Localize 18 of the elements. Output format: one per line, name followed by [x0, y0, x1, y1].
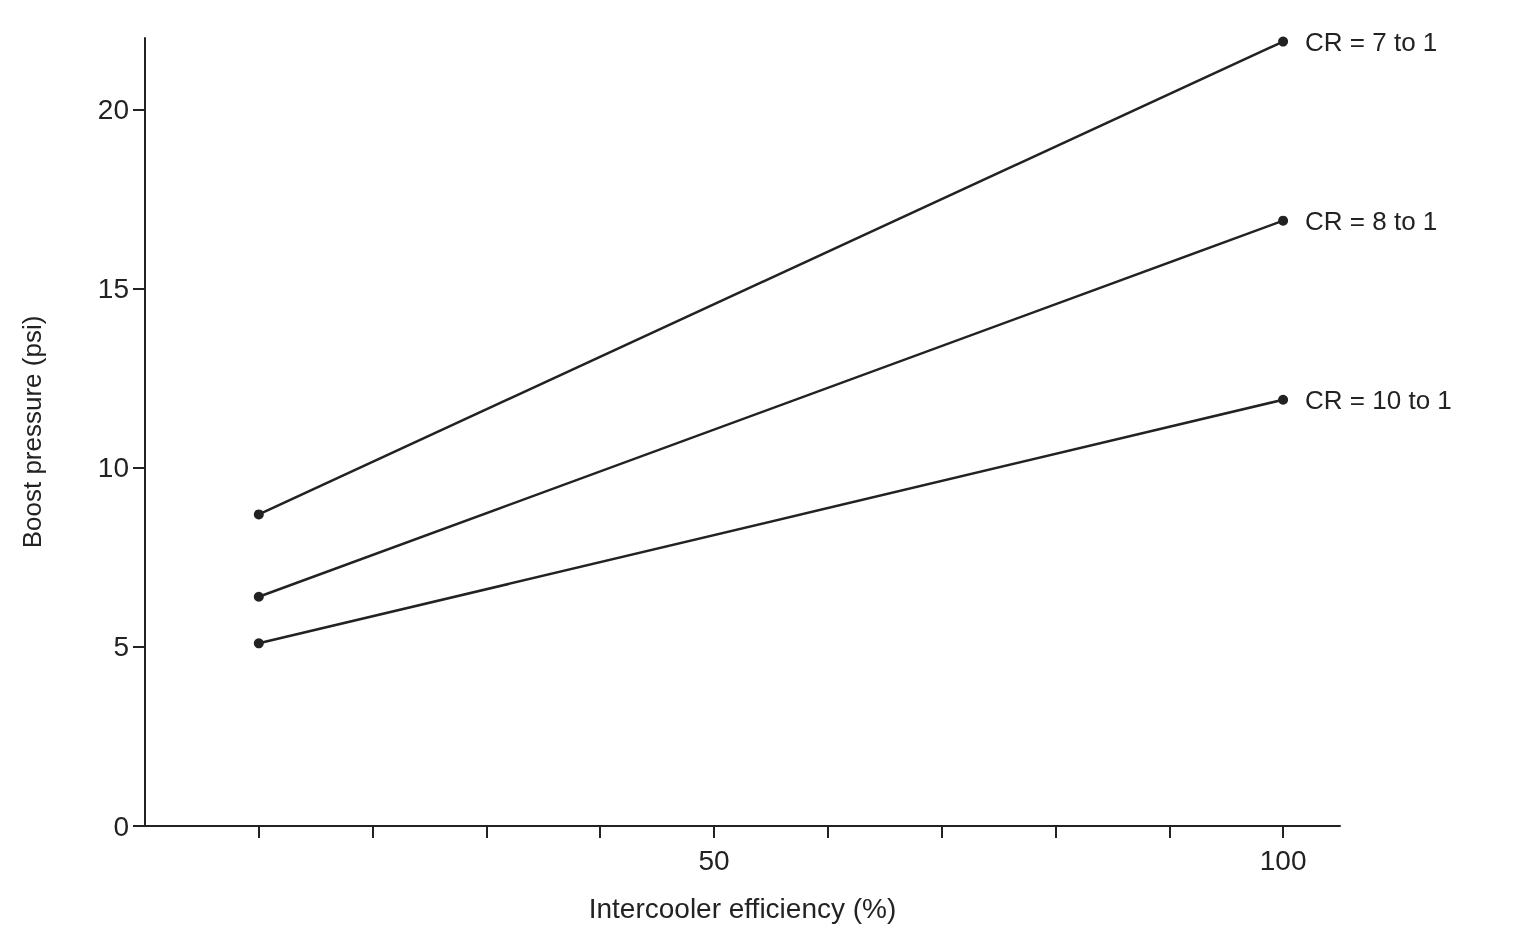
y-tick-label: 20 [97, 94, 129, 126]
point [253, 638, 264, 649]
point [1278, 36, 1289, 47]
series-label: CR = 10 to 1 [1305, 384, 1452, 415]
point [1278, 394, 1289, 405]
point [253, 591, 264, 602]
y-tick-label: 0 [113, 810, 129, 842]
x-tick-label: 100 [1259, 844, 1307, 876]
series-label: CR = 7 to 1 [1305, 26, 1438, 57]
x-tick-label: 50 [698, 844, 730, 876]
point [253, 509, 264, 520]
y-tick-label: 5 [113, 631, 129, 663]
y-tick-label: 10 [97, 452, 129, 484]
series-label: CR = 8 to 1 [1305, 205, 1438, 236]
x-axis-title: Intercooler efficiency (%) [588, 892, 897, 924]
point [1278, 215, 1289, 226]
y-axis-title: Boost pressure (psi) [17, 315, 47, 549]
y-tick-label: 15 [97, 273, 129, 305]
